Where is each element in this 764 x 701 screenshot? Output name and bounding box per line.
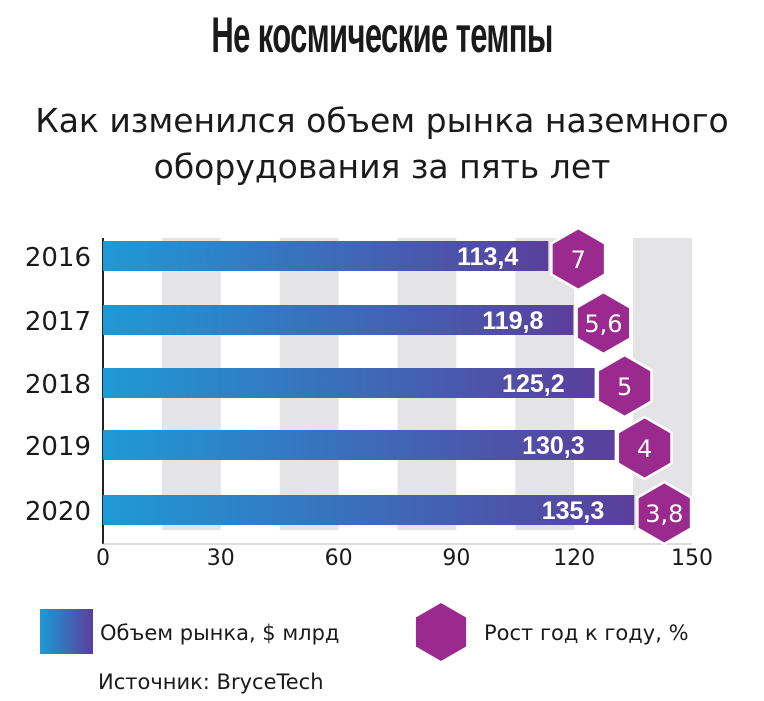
year-label: 2017 [25, 307, 91, 337]
legend [40, 603, 467, 661]
bar-value-label: 113,4 [457, 243, 518, 271]
x-tick-label: 60 [325, 546, 353, 571]
legend-hexagon-swatch [415, 603, 467, 661]
subtitle-line-2: оборудования за пять лет [153, 147, 611, 186]
x-tick-label: 90 [442, 546, 470, 571]
bar-value-label: 130,3 [522, 432, 585, 460]
bar [103, 368, 595, 398]
category-labels: 2016 2017 2018 2019 2020 [25, 243, 91, 527]
bar [103, 430, 615, 460]
growth-value-label: 5,6 [584, 310, 622, 338]
growth-hexagon [616, 415, 673, 481]
chart-subtitle: Как изменился объем рынка наземного обор… [0, 98, 764, 190]
chart-title: Не космические темпы [211, 7, 553, 63]
x-tick-label: 150 [671, 546, 713, 571]
bar [103, 305, 574, 335]
year-label: 2018 [25, 370, 91, 400]
year-label: 2016 [25, 243, 91, 273]
legend-hex-label: Рост год к году, % [484, 621, 689, 645]
growth-hexagon [550, 226, 607, 292]
growth-hexagons: 7 5,6 5 4 3,8 [550, 226, 693, 546]
bar-value-label: 125,2 [502, 370, 565, 398]
growth-value-label: 5 [617, 373, 632, 401]
legend-bar-label: Объем рынка, $ млрд [100, 621, 340, 645]
growth-value-label: 4 [637, 435, 652, 463]
source-note: Источник: BryceTech [98, 670, 324, 694]
bars-group: 113,4 119,8 125,2 130,3 135,3 [103, 241, 635, 525]
year-label: 2019 [25, 432, 91, 462]
growth-hexagon [575, 290, 632, 356]
legend-bar-swatch [40, 609, 93, 654]
bar [103, 241, 549, 271]
year-label: 2020 [25, 497, 91, 527]
bar [103, 495, 635, 525]
growth-value-label: 3,8 [645, 500, 683, 528]
subtitle-line-1: Как изменился объем рынка наземного [35, 101, 729, 140]
growth-hexagon [596, 353, 653, 419]
x-tick-labels: 0 30 60 90 120 150 [96, 546, 713, 571]
growth-value-label: 7 [571, 246, 586, 274]
x-tick-label: 30 [207, 546, 235, 571]
bar-value-label: 119,8 [482, 307, 543, 335]
growth-hexagon [636, 480, 693, 546]
bar-value-label: 135,3 [542, 497, 605, 525]
x-tick-label: 120 [553, 546, 595, 571]
x-tick-label: 0 [96, 546, 110, 571]
